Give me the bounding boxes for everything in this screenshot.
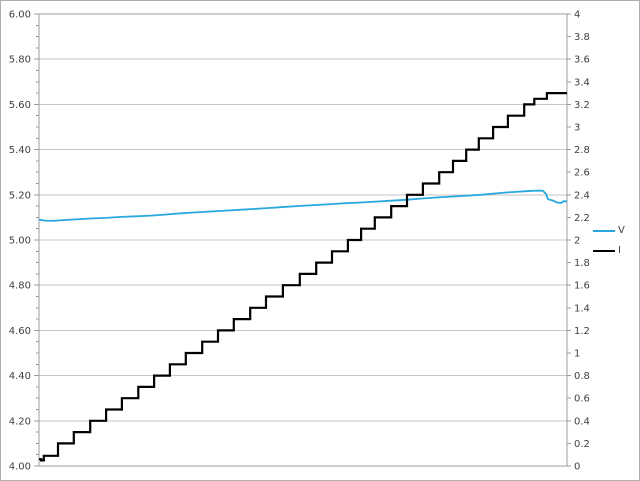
right-axis-tick-label: 3.8: [574, 32, 590, 43]
left-axis-tick-label: 5.40: [9, 145, 31, 156]
legend-line-sample: [593, 230, 615, 232]
left-axis-tick-label: 5.00: [9, 236, 31, 247]
left-axis-tick-label: 5.20: [9, 190, 31, 201]
right-axis-tick-label: 2: [574, 236, 580, 247]
right-axis-tick-label: 2.8: [574, 145, 590, 156]
right-axis-tick-label: 1.8: [574, 258, 590, 269]
right-axis-tick-label: 1: [574, 349, 580, 360]
left-axis-tick-label: 6.00: [9, 10, 31, 21]
series-line-V: [38, 189, 568, 222]
right-axis-tick-label: 2.6: [574, 168, 590, 179]
legend-item-V: V: [593, 222, 625, 240]
left-axis-tick-label: 4.40: [9, 371, 31, 382]
right-axis-tick-label: 0.2: [574, 439, 590, 450]
right-axis-tick-label: 0.6: [574, 394, 590, 405]
left-axis-tick-label: 5.80: [9, 55, 31, 66]
right-axis-tick-label: 0.4: [574, 416, 590, 427]
right-axis-tick-label: 2.2: [574, 213, 590, 224]
right-axis-tick-label: 3.6: [574, 55, 590, 66]
right-axis-tick-label: 1.2: [574, 326, 590, 337]
right-axis-tick-label: 3.4: [574, 77, 590, 88]
right-axis-tick-label: 1.4: [574, 303, 590, 314]
left-axis-tick-label: 4.60: [9, 326, 31, 337]
right-axis-tick-label: 0.8: [574, 371, 590, 382]
right-axis-tick-label: 3: [574, 123, 580, 134]
legend-label: I: [618, 245, 621, 256]
left-axis-tick-label: 4.80: [9, 281, 31, 292]
legend-label: V: [618, 225, 625, 236]
left-axis-tick-label: 5.60: [9, 100, 31, 111]
right-axis-tick-label: 4: [574, 10, 580, 21]
series-line-I: [39, 92, 567, 462]
legend-line-sample: [593, 250, 615, 252]
legend-item-I: I: [593, 242, 625, 260]
left-axis-tick-label: 4.00: [9, 462, 31, 473]
left-axis-tick-label: 4.20: [9, 416, 31, 427]
right-axis-tick-label: 3.2: [574, 100, 590, 111]
right-axis-tick-label: 1.6: [574, 281, 590, 292]
right-axis-tick-label: 2.4: [574, 190, 590, 201]
right-axis-tick-label: 0: [574, 462, 580, 473]
